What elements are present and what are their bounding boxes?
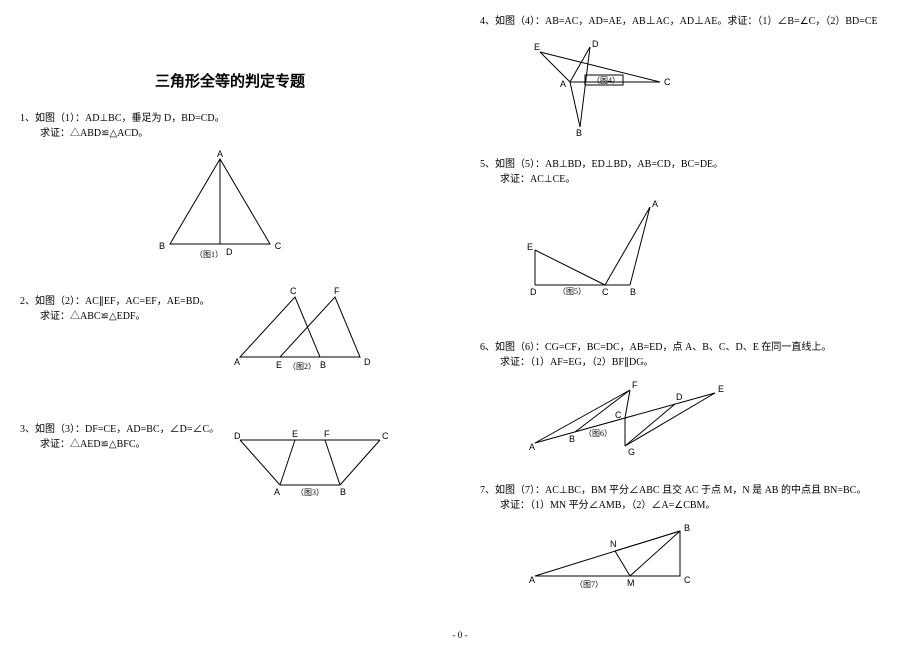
svg-text:A: A [274,487,280,497]
svg-text:F: F [324,429,330,439]
svg-text:（图2）: （图2） [288,362,316,371]
svg-text:N: N [610,539,617,549]
problem-7-line2: 求证：（1）MN 平分∠AMB，（2）∠A=∠CBM。 [480,498,900,513]
worksheet-page: 三角形全等的判定专题 1、如图（1）：AD⊥BC，垂足为 D，BD=CD。 求证… [0,0,920,650]
svg-text:A: A [217,149,223,159]
svg-text:C: C [602,287,609,297]
svg-text:E: E [534,42,540,52]
svg-text:C: C [290,286,297,296]
svg-text:C: C [615,410,622,420]
svg-text:B: B [320,360,326,370]
right-column: 4、如图（4）：AB=AC，AD=AE，AB⊥AC，AD⊥AE。求证：（1）∠B… [460,0,920,650]
svg-text:F: F [334,286,340,296]
svg-text:（图5）: （图5） [558,287,586,296]
figure-2: A E B D C F （图2） [220,282,400,372]
figure-5-block: D C B A E （图5） [480,195,900,300]
problem-7: 7、如图（7）：AC⊥BC，BM 平分∠ABC 且交 AC 于点 M，N 是 A… [480,483,900,513]
svg-text:（图7）: （图7） [575,580,603,589]
svg-text:C: C [275,241,282,251]
svg-text:A: A [234,357,240,367]
svg-text:A: A [652,199,658,209]
svg-text:E: E [276,360,282,370]
svg-text:D: D [226,247,233,257]
figure-3-block: D E F C A B （图3） [20,425,440,500]
problem-5: 5、如图（5）：AB⊥BD，ED⊥BD，AB=CD，BC=DE。 求证：AC⊥C… [480,157,900,187]
problem-1: 1、如图（1）：AD⊥BC，垂足为 D，BD=CD。 求证：△ABD≌△ACD。 [20,111,440,141]
svg-text:E: E [718,384,724,394]
svg-text:C: C [684,575,691,585]
svg-text:A: A [560,79,566,89]
svg-text:E: E [292,429,298,439]
page-number: - 0 - [453,630,468,640]
svg-text:G: G [628,447,635,457]
svg-text:B: B [630,287,636,297]
figure-4: E D A C B （图4） [510,37,690,137]
left-column: 三角形全等的判定专题 1、如图（1）：AD⊥BC，垂足为 D，BD=CD。 求证… [0,0,460,650]
svg-text:F: F [632,380,638,390]
problem-4-line1: 4、如图（4）：AB=AC，AD=AE，AB⊥AC，AD⊥AE。求证：（1）∠B… [480,14,900,29]
figure-7-block: A C B M N （图7） [480,521,900,591]
figure-6-block: A B C D E F G （图6） [480,378,900,458]
figure-1: A B C D （图1） [120,149,320,264]
svg-text:B: B [684,523,690,533]
svg-text:E: E [527,242,533,252]
figure-5: D C B A E （图5） [510,195,680,300]
problem-1-line2: 求证：△ABD≌△ACD。 [20,126,440,141]
problem-7-line1: 7、如图（7）：AC⊥BC，BM 平分∠ABC 且交 AC 于点 M，N 是 A… [480,483,900,498]
svg-text:D: D [234,431,241,441]
svg-text:（图6）: （图6） [584,429,612,438]
svg-text:C: C [664,77,671,87]
svg-text:（图4）: （图4） [592,76,620,85]
svg-text:C: C [382,431,389,441]
figure-7: A C B M N （图7） [520,521,710,591]
problem-1-line1: 1、如图（1）：AD⊥BC，垂足为 D，BD=CD。 [20,111,440,126]
page-title: 三角形全等的判定专题 [20,70,440,91]
svg-text:A: A [529,442,535,452]
svg-text:B: B [569,434,575,444]
figure-1-block: A B C D （图1） [20,149,440,264]
svg-text:B: B [340,487,346,497]
figure-6: A B C D E F G （图6） [520,378,730,458]
svg-text:D: D [364,357,371,367]
problem-6: 6、如图（6）：CG=CF，BC=DC，AB=ED，点 A、B、C、D、E 在同… [480,340,900,370]
svg-text:M: M [627,578,635,588]
figure-4-block: E D A C B （图4） [480,37,900,137]
svg-text:B: B [576,128,582,137]
problem-4: 4、如图（4）：AB=AC，AD=AE，AB⊥AC，AD⊥AE。求证：（1）∠B… [480,14,900,29]
svg-text:A: A [529,575,535,585]
problem-6-line2: 求证：（1）AF=EG，（2）BF∥DG。 [480,355,900,370]
svg-text:D: D [676,392,683,402]
figure-3: D E F C A B （图3） [220,425,400,500]
figure-2-block: A E B D C F （图2） [20,282,440,372]
svg-text:（图3）: （图3） [296,488,324,497]
svg-text:D: D [592,39,599,49]
svg-text:B: B [159,241,165,251]
svg-text:D: D [530,287,537,297]
problem-6-line1: 6、如图（6）：CG=CF，BC=DC，AB=ED，点 A、B、C、D、E 在同… [480,340,900,355]
svg-text:（图1）: （图1） [195,250,223,259]
problem-5-line1: 5、如图（5）：AB⊥BD，ED⊥BD，AB=CD，BC=DE。 [480,157,900,172]
problem-5-line2: 求证：AC⊥CE。 [480,172,900,187]
